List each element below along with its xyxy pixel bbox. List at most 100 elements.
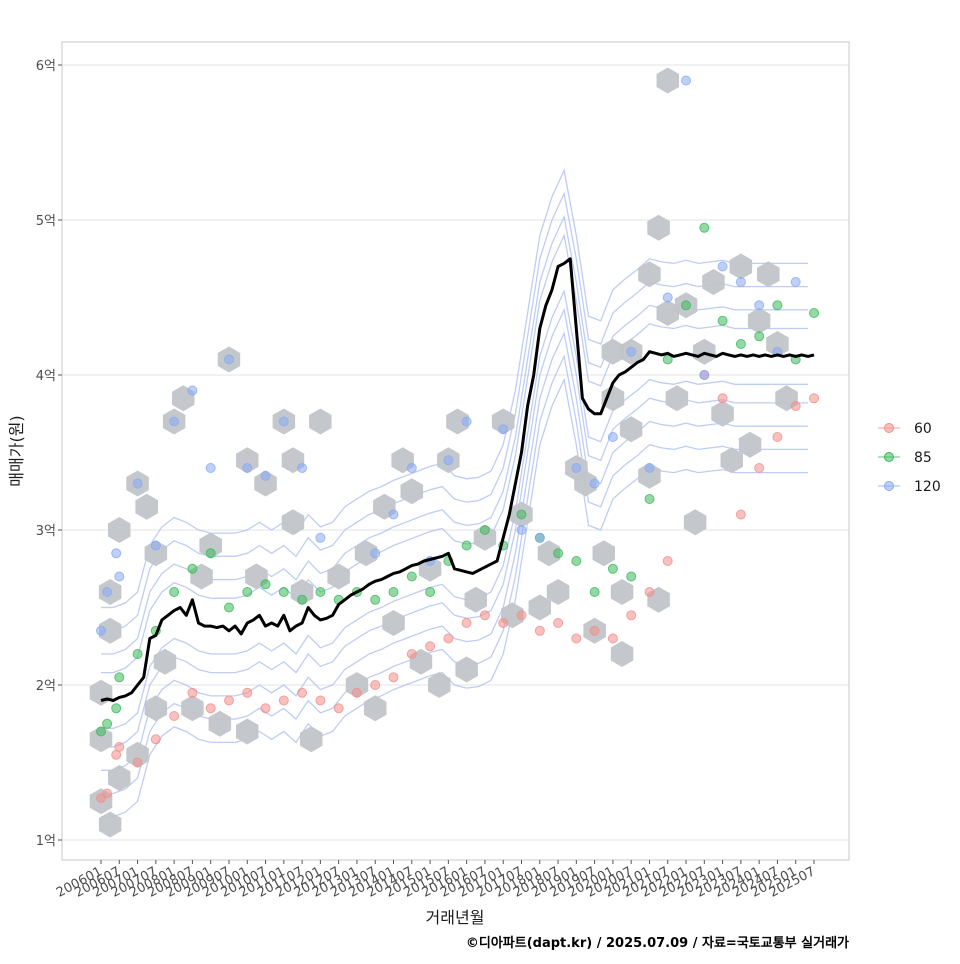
point-series-60 xyxy=(790,401,801,411)
point-series-120 xyxy=(790,277,801,287)
hexbin xyxy=(638,261,661,288)
point-series-120 xyxy=(224,354,234,365)
point-series-60 xyxy=(589,625,600,636)
hexbin xyxy=(108,765,131,791)
hexbin xyxy=(281,509,305,536)
hexbin xyxy=(610,641,634,667)
density-contour xyxy=(101,289,808,730)
point-series-60 xyxy=(461,618,472,628)
y-axis-title: 매매가(원) xyxy=(7,415,26,486)
point-series-60 xyxy=(406,649,417,659)
density-contour xyxy=(101,233,808,674)
point-series-120 xyxy=(516,525,527,535)
point-series-60 xyxy=(553,618,564,628)
point-series-85 xyxy=(96,726,106,737)
density-contour xyxy=(101,331,808,771)
hexbin xyxy=(766,331,789,357)
point-series-60 xyxy=(479,610,490,621)
hexbin xyxy=(254,470,277,497)
point-series-85 xyxy=(662,354,673,365)
hexbin xyxy=(345,672,369,698)
point-series-120 xyxy=(406,463,417,473)
point-series-85 xyxy=(102,718,113,729)
hexbin xyxy=(327,563,350,590)
hexbin xyxy=(546,579,570,605)
point-series-60 xyxy=(498,618,509,628)
hexbin xyxy=(656,67,679,94)
hexbin xyxy=(290,579,314,605)
point-series-85 xyxy=(754,331,765,342)
point-series-60 xyxy=(187,687,198,698)
point-series-85 xyxy=(479,525,490,535)
point-series-60 xyxy=(315,695,326,706)
point-series-85 xyxy=(571,556,582,566)
hexbin xyxy=(693,338,716,365)
point-series-85 xyxy=(132,649,143,659)
hexbin xyxy=(309,408,332,435)
point-series-85 xyxy=(607,563,618,574)
point-series-85 xyxy=(809,308,819,318)
hexbin xyxy=(135,493,158,520)
point-series-120 xyxy=(388,509,399,520)
hexbin xyxy=(455,656,478,683)
point-series-120 xyxy=(150,540,161,551)
point-series-85 xyxy=(388,587,399,597)
legend-key-point xyxy=(884,423,894,433)
point-series-60 xyxy=(754,463,765,473)
density-contour xyxy=(101,377,808,818)
hexbin xyxy=(683,509,707,536)
hexbin xyxy=(473,524,497,551)
point-series-85 xyxy=(242,587,253,597)
point-series-85 xyxy=(699,222,710,233)
hexbin xyxy=(400,478,424,505)
hexbin xyxy=(446,408,469,435)
hexbin xyxy=(126,741,149,768)
hexbin xyxy=(144,695,168,722)
point-series-120 xyxy=(242,463,253,473)
y-tick-label: 2억 xyxy=(36,679,56,694)
hexbin xyxy=(98,811,122,838)
hexbin-layer xyxy=(89,67,798,838)
point-series-85 xyxy=(589,587,600,597)
hexbin xyxy=(738,431,762,458)
hexbin xyxy=(89,726,113,753)
point-layer xyxy=(96,75,819,804)
hexbin xyxy=(98,617,122,644)
point-series-120 xyxy=(315,532,326,543)
point-series-85 xyxy=(735,339,746,349)
point-series-85 xyxy=(553,548,564,559)
point-series-60 xyxy=(351,687,362,698)
point-series-120 xyxy=(534,532,545,543)
point-series-60 xyxy=(150,734,161,745)
point-series-120 xyxy=(278,416,289,427)
point-series-60 xyxy=(278,695,289,706)
point-series-120 xyxy=(443,455,454,466)
y-tick-label: 3억 xyxy=(36,524,56,539)
point-series-85 xyxy=(425,587,436,597)
x-axis: 2006012006072007012007072008012008072009… xyxy=(54,860,818,901)
point-series-60 xyxy=(662,556,673,566)
hexbin xyxy=(491,408,515,435)
point-series-85 xyxy=(406,571,417,582)
y-axis: 1억 2억 3억 4억 5억 6억 xyxy=(36,59,62,849)
point-series-120 xyxy=(498,424,509,435)
point-series-120 xyxy=(589,478,600,489)
point-series-85 xyxy=(370,594,381,605)
point-series-85 xyxy=(315,587,326,597)
grid-layer xyxy=(62,64,849,841)
point-series-60 xyxy=(571,633,582,644)
point-series-60 xyxy=(735,509,746,520)
y-tick-label: 1억 xyxy=(36,834,56,849)
hexbin xyxy=(747,307,771,334)
point-series-120 xyxy=(205,463,216,473)
hexbin xyxy=(428,672,451,698)
point-series-120 xyxy=(370,548,381,559)
point-series-120 xyxy=(735,277,746,287)
point-series-120 xyxy=(607,432,618,442)
point-series-60 xyxy=(644,587,655,597)
point-series-120 xyxy=(111,548,122,559)
hexbin xyxy=(619,416,643,443)
point-series-60 xyxy=(242,687,253,698)
point-series-60 xyxy=(102,788,113,799)
